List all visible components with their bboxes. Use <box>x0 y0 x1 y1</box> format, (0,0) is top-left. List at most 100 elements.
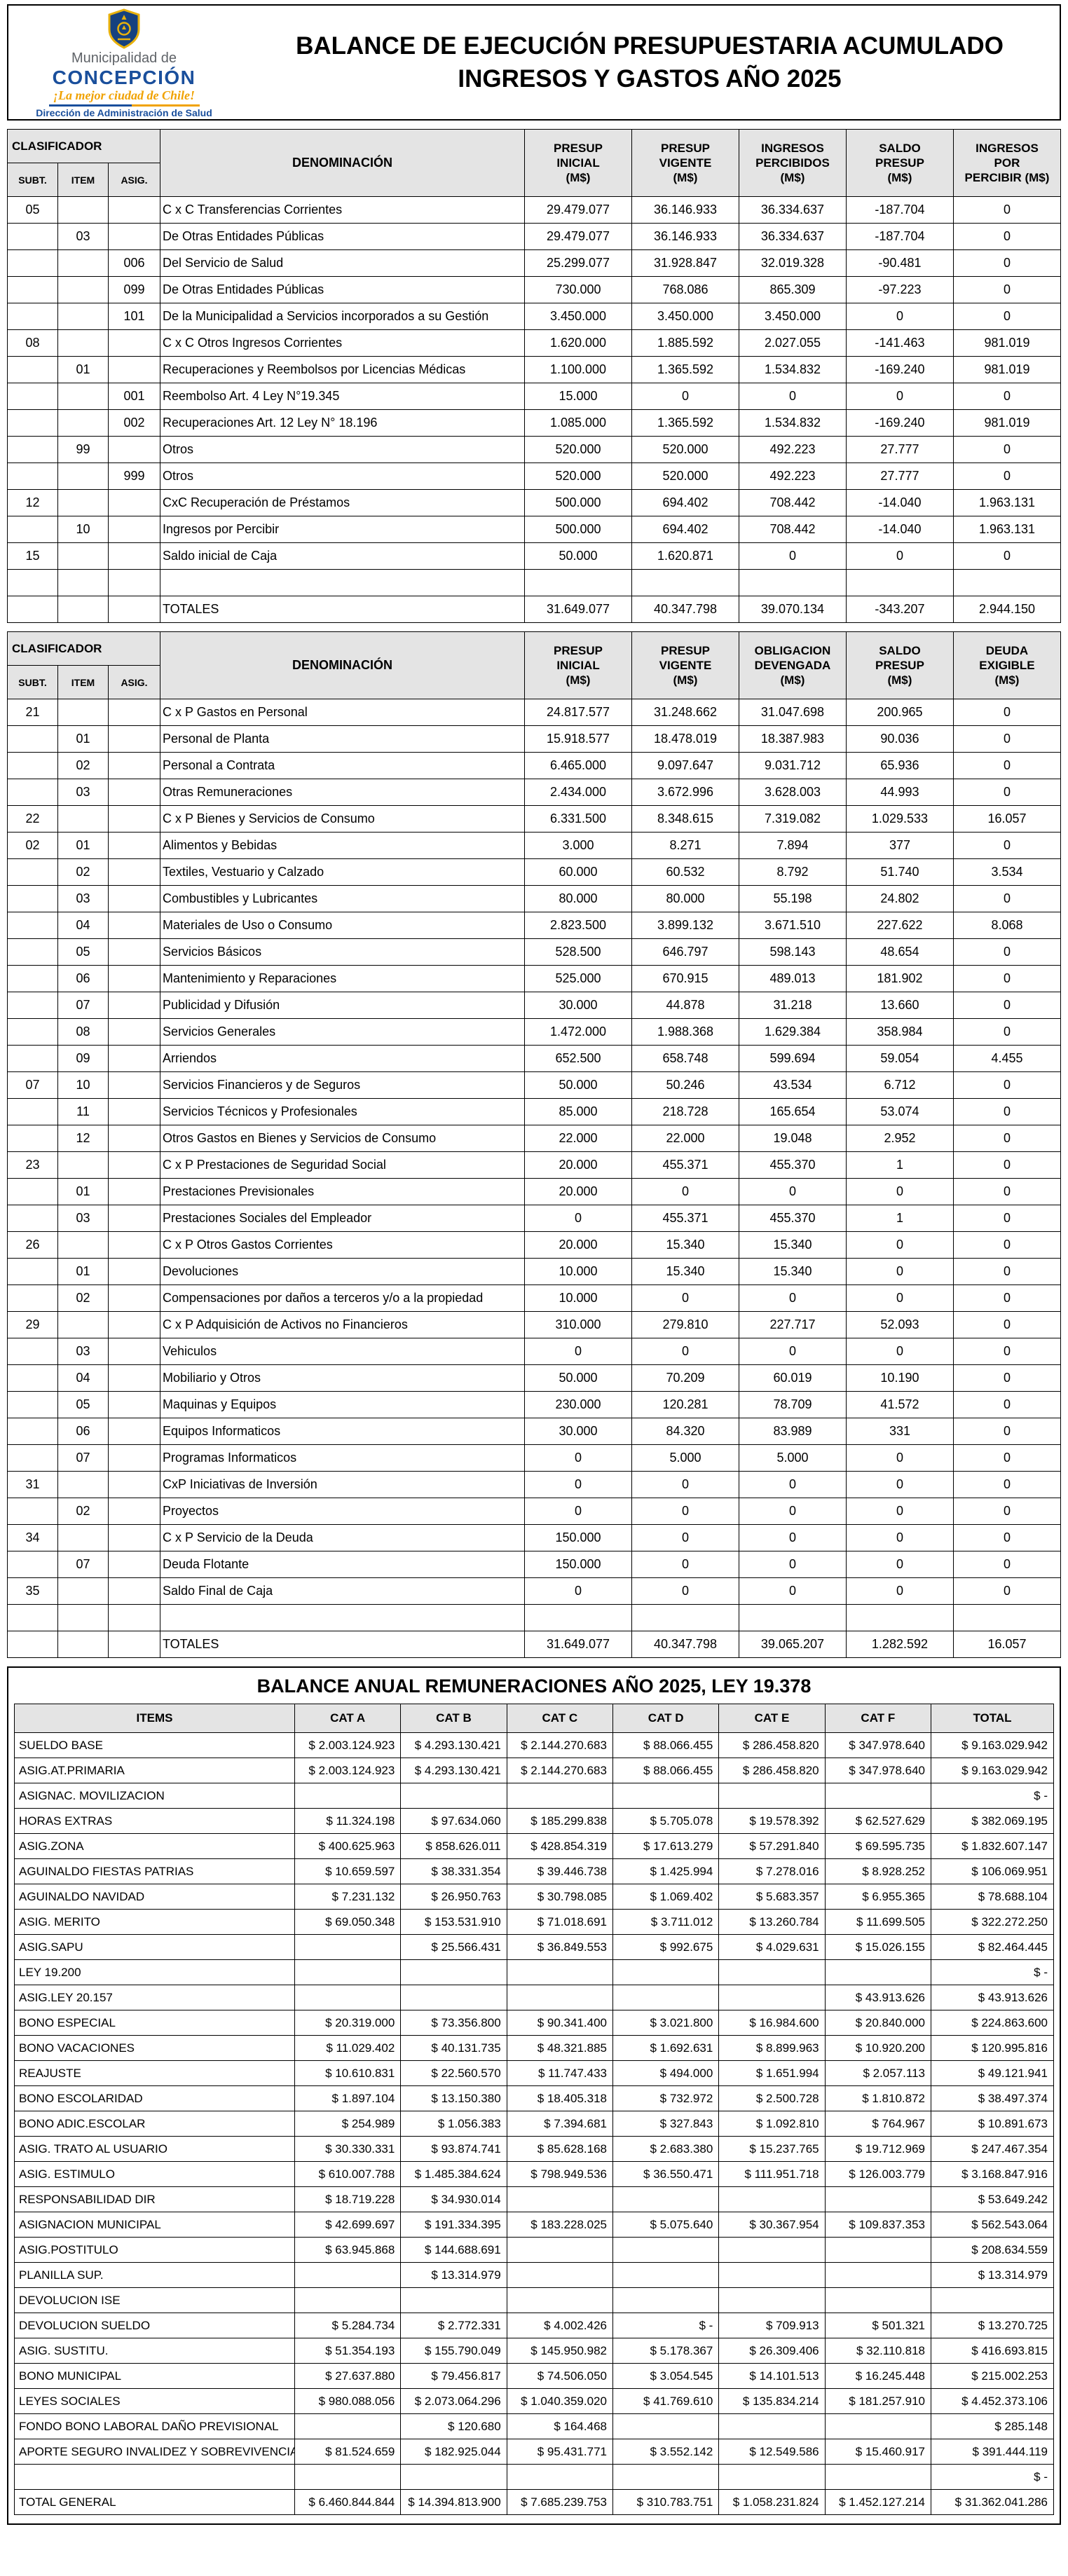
item-label-cell: DEVOLUCION SUELDO <box>14 2313 295 2338</box>
money-cell: $ 858.626.011 <box>400 1833 507 1859</box>
budget-row: 01 Prestaciones Previsionales 20.000 0 0 0 0 <box>7 1178 1062 1205</box>
budget-row: 01 Devoluciones 10.000 15.340 15.340 0 0 <box>7 1258 1062 1285</box>
denomination-cell: Mobiliario y Otros <box>160 1364 526 1392</box>
budget-row: 02 Textiles, Vestuario y Calzado 60.000 60.… <box>7 858 1062 886</box>
amount-cell: -187.704 <box>845 196 954 224</box>
amount-cell: 60.019 <box>738 1364 847 1392</box>
money-cell <box>612 2413 720 2439</box>
amount-cell: 0 <box>952 1471 1062 1498</box>
money-cell: $ 13.150.380 <box>400 2085 507 2111</box>
money-cell: $ 30.367.954 <box>718 2212 826 2238</box>
money-cell: $ 1.810.872 <box>824 2085 932 2111</box>
item-cell: 01 <box>57 356 109 383</box>
classifier-sub-header: ITEM <box>57 665 109 699</box>
denomination-cell: Mantenimiento y Reparaciones <box>160 965 526 992</box>
denomination-cell: De Otras Entidades Públicas <box>160 223 526 250</box>
budget-row: 03 De Otras Entidades Públicas 29.479.077 3… <box>7 223 1062 250</box>
item-cell <box>57 409 109 437</box>
amount-cell: 598.143 <box>738 938 847 966</box>
amount-cell: 15.340 <box>738 1231 847 1259</box>
budget-row: 101 De la Municipalidad a Servicios incor… <box>7 303 1062 330</box>
amount-cell: 0 <box>952 1098 1062 1125</box>
remuneration-row: AGUINALDO FIESTAS PATRIAS $ 10.659.597 $ 3… <box>14 1858 1054 1884</box>
remuneration-row: $ - <box>14 2464 1054 2490</box>
budget-row: 15 Saldo inicial de Caja 50.000 1.620.871 0 0… <box>7 542 1062 570</box>
money-cell: $ 13.314.979 <box>400 2262 507 2288</box>
money-cell: $ 2.057.113 <box>824 2060 932 2086</box>
amount-cell: 3.672.996 <box>631 779 739 806</box>
amount-cell: 41.572 <box>845 1391 954 1418</box>
money-cell: $ 15.237.765 <box>718 2136 826 2162</box>
remuneration-row: SUELDO BASE $ 2.003.124.923 $ 4.293.130.42… <box>14 1732 1054 1758</box>
money-cell: $ 62.527.629 <box>824 1808 932 1834</box>
amount-cell: 358.984 <box>845 1018 954 1046</box>
denomination-cell: TOTALES <box>160 596 526 623</box>
money-cell: $ 11.324.198 <box>294 1808 402 1834</box>
item-label-cell: APORTE SEGURO INVALIDEZ Y SOBREVIVENCIA <box>14 2439 295 2465</box>
item-cell <box>57 805 109 833</box>
item-label-cell: LEYES SOCIALES <box>14 2388 295 2414</box>
amount-cell: 0 <box>952 303 1062 330</box>
item-cell: 06 <box>57 1418 109 1445</box>
amount-cell: 1.620.000 <box>524 329 632 357</box>
amount-cell: 0 <box>952 436 1062 463</box>
asig-cell <box>107 596 161 623</box>
asig-cell <box>107 1258 161 1285</box>
budget-row: 01 Recuperaciones y Reembolsos por Licenc… <box>7 356 1062 383</box>
item-label-cell: ASIG.AT.PRIMARIA <box>14 1758 295 1783</box>
denomination-cell: Materiales de Uso o Consumo <box>160 912 526 939</box>
classifier-sub-header: ITEM <box>57 163 109 197</box>
amount-cell: 200.965 <box>845 699 954 726</box>
amount-cell: 20.000 <box>524 1151 632 1179</box>
money-cell: $ 88.066.455 <box>612 1758 720 1783</box>
amount-cell: 0 <box>952 1524 1062 1551</box>
remuneration-row: RESPONSABILIDAD DIR $ 18.719.228 $ 34.930.… <box>14 2186 1054 2212</box>
asig-cell <box>107 1045 161 1072</box>
subt-cell <box>7 1391 58 1418</box>
item-cell: 05 <box>57 1391 109 1418</box>
category-header: CAT E <box>718 1704 826 1733</box>
item-label-cell: REAJUSTE <box>14 2060 295 2086</box>
denomination-cell: Del Servicio de Salud <box>160 249 526 277</box>
asig-cell <box>107 1098 161 1125</box>
money-cell: $ 382.069.195 <box>931 1808 1054 1834</box>
value-column-header: PRESUP INICIAL (M$) <box>524 129 632 197</box>
amount-cell: 22.000 <box>631 1125 739 1152</box>
budget-row: 999 Otros 520.000 520.000 492.223 27.777 0 <box>7 463 1062 490</box>
amount-cell: 0 <box>952 992 1062 1019</box>
amount-cell: 15.918.577 <box>524 725 632 753</box>
budget-row: 34 C x P Servicio de la Deuda 150.000 0 0 0 0 <box>7 1524 1062 1551</box>
amount-cell: 25.299.077 <box>524 249 632 277</box>
money-cell: $ - <box>931 2464 1054 2490</box>
item-label-cell: ASIG. MERITO <box>14 1909 295 1935</box>
budget-row: 07 Programas Informaticos 0 5.000 5.000 0 0 <box>7 1444 1062 1472</box>
money-cell: $ 27.637.880 <box>294 2363 402 2389</box>
budget-row: 03 Otras Remuneraciones 2.434.000 3.672.996… <box>7 779 1062 806</box>
logo-divider <box>48 104 200 107</box>
item-cell: 03 <box>57 1205 109 1232</box>
remuneration-row: FONDO BONO LABORAL DAÑO PREVISIONAL $ 120… <box>14 2413 1054 2439</box>
money-cell <box>718 1783 826 1809</box>
remuneration-row: AGUINALDO NAVIDAD $ 7.231.132 $ 26.950.763… <box>14 1884 1054 1910</box>
amount-cell: 6.465.000 <box>524 752 632 779</box>
amount-cell: 1.629.384 <box>738 1018 847 1046</box>
money-cell: $ 1.832.607.147 <box>931 1833 1054 1859</box>
asig-cell <box>107 1604 161 1631</box>
subt-cell <box>7 1205 58 1232</box>
amount-cell: 15.340 <box>738 1258 847 1285</box>
budget-row: 99 Otros 520.000 520.000 492.223 27.777 0 <box>7 436 1062 463</box>
asig-cell <box>107 1205 161 1232</box>
money-cell: $ 10.920.200 <box>824 2035 932 2061</box>
money-cell: $ 709.913 <box>718 2313 826 2338</box>
subt-cell <box>7 1364 58 1392</box>
money-cell: $ 15.026.155 <box>824 1934 932 1960</box>
item-cell <box>57 1471 109 1498</box>
amount-cell: -14.040 <box>845 489 954 516</box>
asig-cell <box>107 938 161 966</box>
money-cell: $ 71.018.691 <box>506 1909 613 1935</box>
asig-cell: 101 <box>107 303 161 330</box>
amount-cell: 0 <box>845 1444 954 1472</box>
remuneration-row: ASIG. ESTIMULO $ 610.007.788 $ 1.485.384.6… <box>14 2161 1054 2187</box>
item-label-cell: ASIG. TRATO AL USUARIO <box>14 2136 295 2162</box>
